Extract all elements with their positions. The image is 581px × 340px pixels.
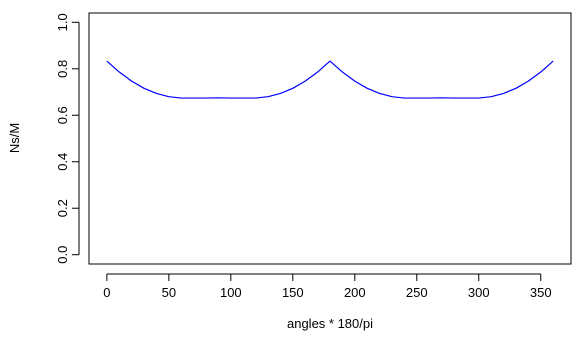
- y-tick-label: 1.0: [55, 13, 70, 31]
- x-tick-label: 350: [530, 285, 552, 300]
- x-tick-label: 50: [162, 285, 176, 300]
- x-tick-label: 300: [468, 285, 490, 300]
- x-tick-label: 200: [344, 285, 366, 300]
- y-axis: 0.0 0.2 0.4 0.6 0.8 1.0: [55, 13, 80, 264]
- y-tick-label: 0.6: [55, 106, 70, 124]
- y-tick-label: 0.0: [55, 246, 70, 264]
- series-line: [106, 60, 554, 99]
- y-tick-label: 0.2: [55, 199, 70, 217]
- x-tick-label: 250: [406, 285, 428, 300]
- plot-box: [88, 12, 572, 265]
- x-axis-title: angles * 180/pi: [287, 316, 373, 331]
- series-layer: [106, 60, 554, 99]
- x-axis: 0 50 100 150 200 250 300 350: [103, 273, 552, 300]
- y-tick-label: 0.4: [55, 153, 70, 171]
- x-tick-label: 100: [220, 285, 242, 300]
- x-tick-label: 150: [282, 285, 304, 300]
- y-axis-title: Ns/M: [7, 123, 22, 153]
- x-tick-label: 0: [103, 285, 110, 300]
- y-tick-label: 0.8: [55, 60, 70, 78]
